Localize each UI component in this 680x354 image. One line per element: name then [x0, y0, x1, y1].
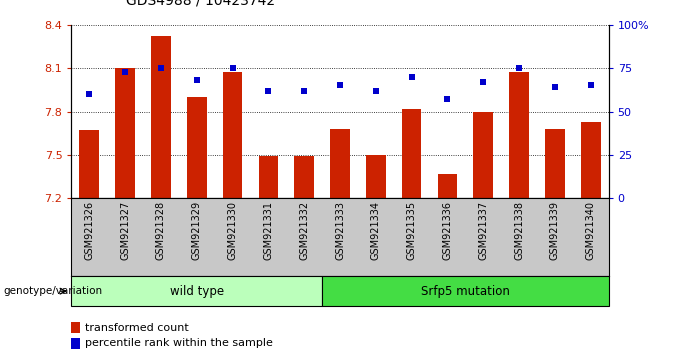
Text: GSM921340: GSM921340 [585, 201, 596, 259]
Bar [71, 276, 322, 306]
Point [227, 65, 238, 71]
Point [478, 79, 489, 85]
Bar [509, 73, 529, 198]
Text: GSM921333: GSM921333 [335, 201, 345, 259]
Bar [473, 112, 493, 198]
Text: Srfp5 mutation: Srfp5 mutation [421, 285, 510, 298]
Text: GSM921339: GSM921339 [550, 201, 560, 259]
Text: GSM921336: GSM921336 [443, 201, 452, 259]
Bar [545, 129, 564, 198]
Bar [581, 122, 600, 198]
Point [299, 88, 309, 93]
Bar [438, 174, 457, 198]
Text: GSM921327: GSM921327 [120, 201, 130, 260]
Text: GSM921337: GSM921337 [478, 201, 488, 260]
Bar [71, 322, 80, 333]
Bar [258, 156, 278, 198]
Bar [80, 130, 99, 198]
Bar [151, 36, 171, 198]
Text: GSM921332: GSM921332 [299, 201, 309, 260]
Point [585, 82, 596, 88]
Text: GSM921335: GSM921335 [407, 201, 417, 260]
Text: transformed count: transformed count [85, 322, 189, 332]
Point [513, 65, 524, 71]
Bar [71, 338, 80, 349]
Text: GSM921330: GSM921330 [228, 201, 237, 259]
Point [263, 88, 274, 93]
Bar [402, 109, 422, 198]
Bar [330, 129, 350, 198]
Text: GSM921334: GSM921334 [371, 201, 381, 259]
Text: GSM921331: GSM921331 [263, 201, 273, 259]
Text: GDS4988 / 10423742: GDS4988 / 10423742 [126, 0, 275, 7]
Point [84, 91, 95, 97]
Text: wild type: wild type [170, 285, 224, 298]
Point [120, 69, 131, 74]
Bar [187, 97, 207, 198]
Text: GSM921338: GSM921338 [514, 201, 524, 259]
Point [442, 97, 453, 102]
Text: genotype/variation: genotype/variation [3, 286, 103, 296]
Bar [294, 156, 314, 198]
Point [156, 65, 167, 71]
Bar [322, 276, 609, 306]
Text: percentile rank within the sample: percentile rank within the sample [85, 338, 273, 348]
Point [191, 78, 202, 83]
Bar [116, 68, 135, 198]
Text: GSM921328: GSM921328 [156, 201, 166, 260]
Point [335, 82, 345, 88]
Text: GSM921329: GSM921329 [192, 201, 202, 260]
Point [406, 74, 417, 80]
Text: GSM921326: GSM921326 [84, 201, 95, 260]
Bar [366, 155, 386, 198]
Point [549, 84, 560, 90]
Point [371, 88, 381, 93]
Bar [223, 73, 242, 198]
